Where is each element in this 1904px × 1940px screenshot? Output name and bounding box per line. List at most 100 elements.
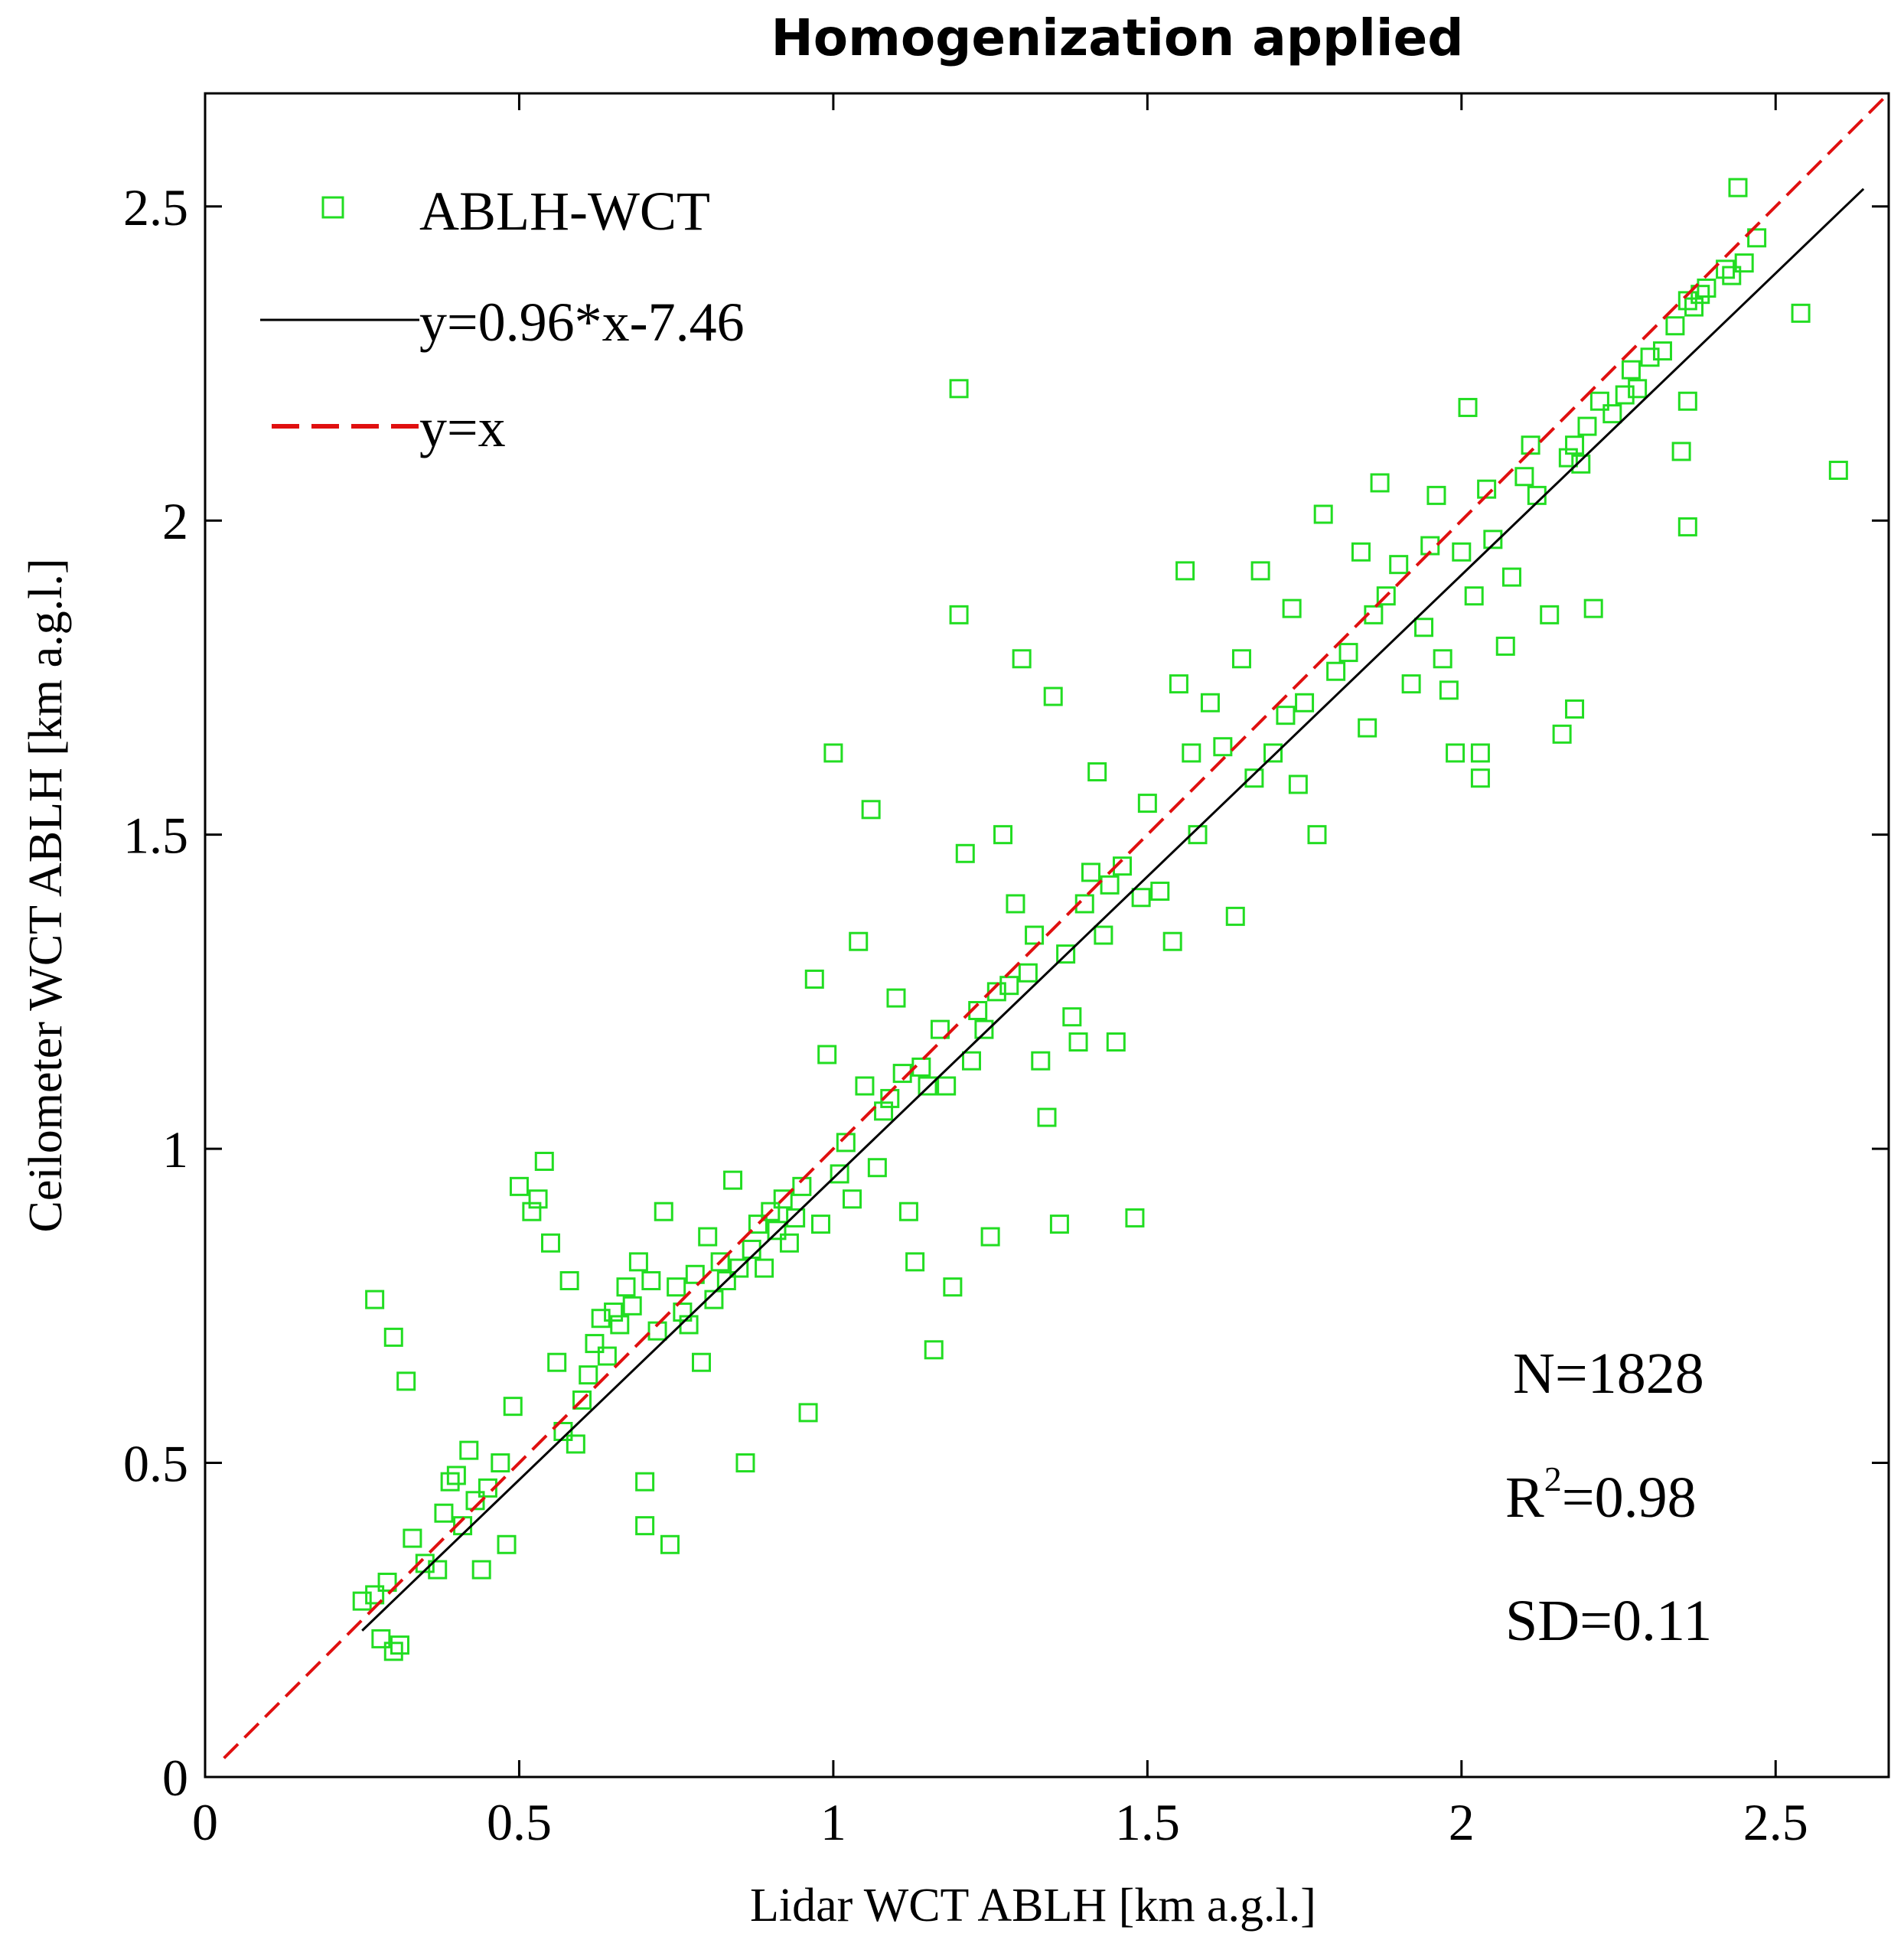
annotation-r2-superscript: 2 [1544,1459,1562,1498]
data-point-24 [523,1203,540,1220]
data-point-8 [398,1373,415,1390]
annotation-sd: SD=0.11 [1505,1589,1712,1653]
x-tick-label-5: 2.5 [1743,1793,1808,1851]
data-point-183 [1667,318,1684,334]
data-point-95 [957,845,973,862]
data-point-72 [819,1046,836,1063]
data-point-39 [618,1279,634,1296]
data-point-76 [844,1191,861,1208]
data-point-78 [856,1078,873,1094]
annotation-r2-prefix: R [1505,1466,1544,1530]
data-point-138 [1283,600,1300,617]
data-point-42 [637,1518,654,1534]
data-point-139 [1289,776,1306,793]
data-point-124 [1152,883,1169,900]
x-tick-label-4: 2 [1449,1793,1475,1851]
data-point-16 [461,1442,478,1459]
data-point-144 [1340,644,1357,661]
data-point-26 [536,1153,553,1170]
data-point-89 [925,1342,942,1358]
data-point-154 [1428,487,1445,504]
data-point-112 [1064,1009,1081,1025]
data-point-158 [1453,543,1470,560]
data-point-166 [1516,468,1533,485]
data-point-193 [1792,305,1809,321]
data-point-13 [442,1473,458,1490]
data-point-5 [373,1630,390,1647]
annotation-r2-value: =0.98 [1562,1466,1697,1530]
data-point-196 [1679,393,1696,409]
data-point-189 [1723,267,1740,284]
data-point-94 [950,606,967,623]
data-point-143 [1328,663,1345,680]
data-point-118 [1101,876,1118,893]
data-point-107 [1032,1052,1049,1069]
data-point-164 [1497,637,1514,654]
data-point-50 [680,1316,697,1333]
legend-label-identity: y=x [419,397,506,458]
data-point-128 [1183,745,1200,761]
data-point-160 [1465,588,1482,605]
y-tick-label-0: 0 [162,1749,188,1807]
x-axis-ticks: 0 0.5 1 1.5 2 2.5 [192,93,1808,1851]
data-point-165 [1503,569,1520,585]
data-point-156 [1440,682,1457,699]
data-point-151 [1403,676,1420,693]
data-point-101 [995,827,1012,843]
data-point-169 [1541,606,1558,623]
x-tick-label-1: 0.5 [487,1793,552,1851]
data-point-132 [1227,908,1244,924]
data-point-181 [1642,349,1658,366]
data-point-123 [1139,795,1156,812]
data-point-172 [1567,437,1583,454]
data-point-77 [850,933,867,950]
data-point-92 [944,1279,961,1296]
data-point-180 [1629,380,1646,397]
data-point-187 [1698,279,1715,296]
data-point-135 [1252,562,1269,579]
data-point-66 [781,1234,797,1251]
x-axis-label: Lidar WCT ABLH [km a.g.l.] [750,1880,1316,1932]
chart-title: Homogenization applied [771,8,1463,67]
data-point-80 [869,1159,885,1176]
data-point-99 [982,1228,999,1245]
data-point-67 [787,1209,804,1226]
data-point-3 [385,1643,402,1660]
data-point-23 [510,1178,527,1195]
data-point-25 [530,1191,546,1208]
data-point-35 [592,1310,609,1327]
scatter-points [354,179,1847,1660]
data-point-126 [1170,676,1187,693]
data-point-116 [1089,764,1106,781]
y-tick-label-2: 1 [162,1120,188,1179]
data-point-145 [1352,543,1369,560]
data-point-86 [907,1254,924,1270]
data-point-176 [1591,393,1608,409]
data-point-140 [1296,694,1313,711]
data-point-0 [354,1593,370,1609]
data-point-106 [1026,927,1043,944]
data-point-146 [1359,719,1376,736]
data-point-127 [1177,562,1194,579]
data-point-4 [391,1637,408,1654]
data-point-12 [435,1505,452,1521]
data-point-190 [1730,179,1746,196]
data-point-59 [737,1455,754,1472]
x-tick-label-2: 1 [820,1793,846,1851]
data-point-117 [1095,927,1112,944]
data-point-69 [800,1404,817,1421]
data-point-70 [806,970,823,987]
data-point-83 [888,990,905,1006]
data-point-177 [1604,406,1621,422]
data-point-36 [598,1348,615,1365]
data-point-170 [1554,725,1570,742]
data-point-125 [1164,933,1181,950]
data-point-148 [1371,474,1388,491]
data-point-102 [1001,977,1018,994]
data-point-121 [1126,1209,1143,1226]
data-point-142 [1315,506,1332,523]
data-point-64 [768,1222,785,1239]
data-point-155 [1434,650,1451,667]
data-point-175 [1585,600,1602,617]
data-point-31 [567,1436,584,1453]
